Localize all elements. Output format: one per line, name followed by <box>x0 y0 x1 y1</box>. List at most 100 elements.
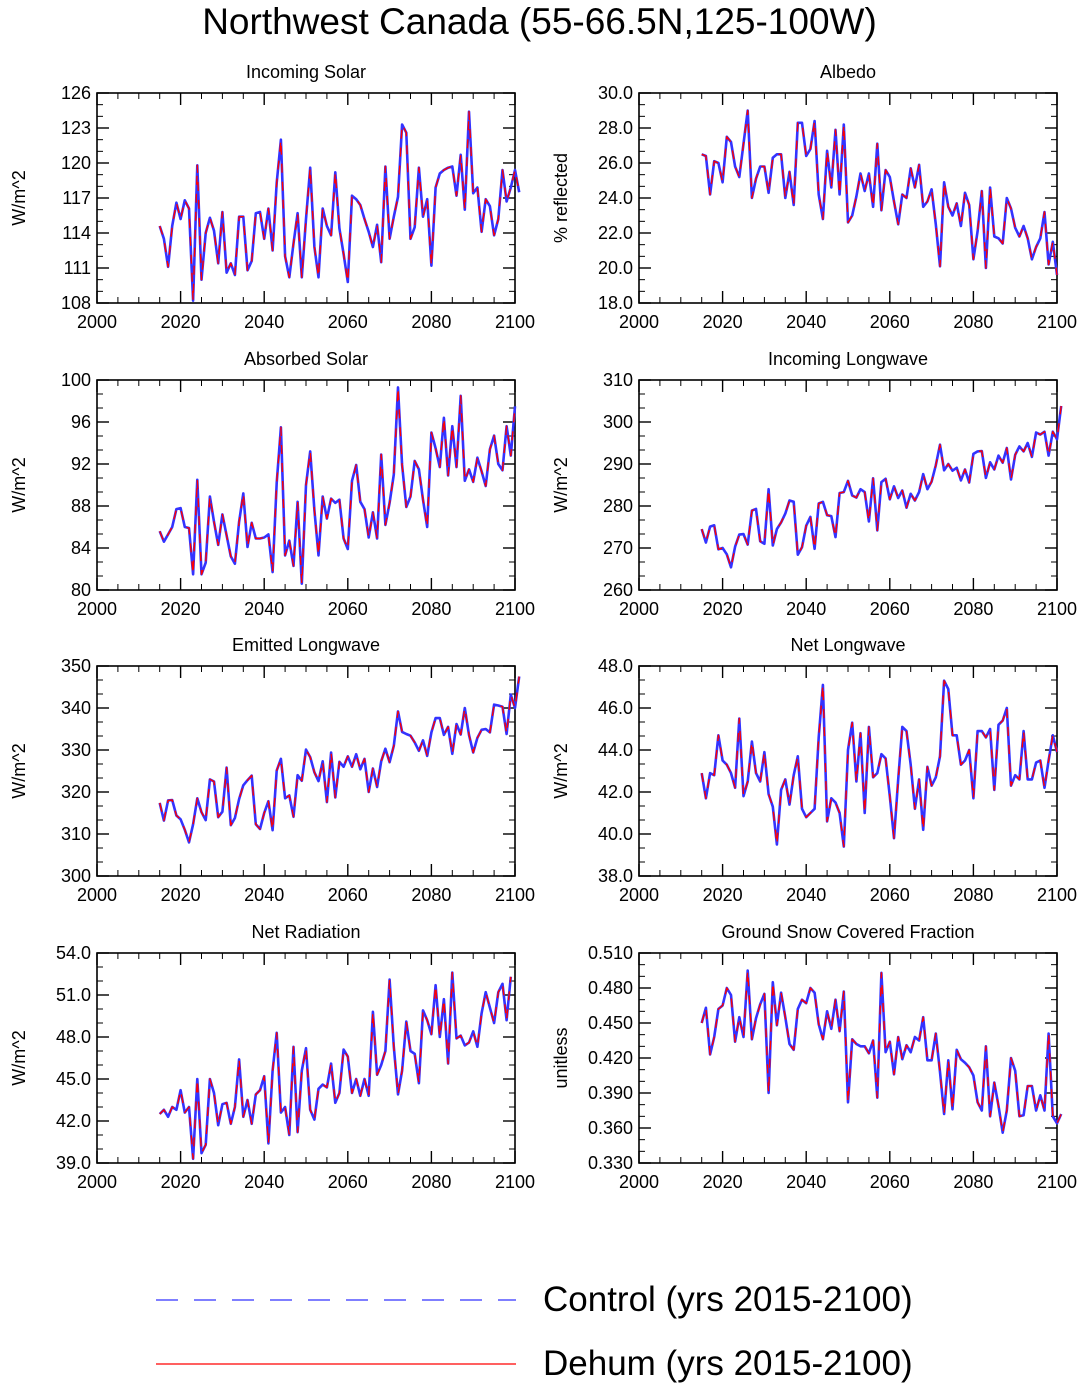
y-tick-label: 0.480 <box>588 978 633 998</box>
y-tick-label: 20.0 <box>598 258 633 278</box>
y-tick-label: 84 <box>71 538 91 558</box>
x-tick-label: 2060 <box>328 885 368 905</box>
y-axis-label: W/m^2 <box>9 743 29 798</box>
y-tick-label: 26.0 <box>598 153 633 173</box>
x-tick-label: 2100 <box>495 885 535 905</box>
x-tick-label: 2040 <box>786 312 826 332</box>
chart-panel-1: Incoming Solar W/m^2 108 111 114 117 120 123 126… <box>9 62 535 332</box>
x-tick-label: 2100 <box>495 1172 535 1192</box>
legend-label-dehum: Dehum (yrs 2015-2100) <box>543 1344 913 1383</box>
y-tick-label: 22.0 <box>598 223 633 243</box>
y-tick-label: 350 <box>61 656 91 676</box>
y-tick-label: 310 <box>603 370 633 390</box>
x-tick-label: 2080 <box>411 312 451 332</box>
y-tick-label: 40.0 <box>598 824 633 844</box>
x-tick-label: 2100 <box>495 312 535 332</box>
y-tick-label: 39.0 <box>56 1153 91 1173</box>
chart-panel-5: Emitted Longwave W/m^2 300 310 320 330 340 350 2… <box>9 635 535 905</box>
y-tick-label: 24.0 <box>598 188 633 208</box>
x-tick-label: 2000 <box>619 312 659 332</box>
x-tick-label: 2020 <box>161 885 201 905</box>
y-tick-label: 117 <box>62 188 91 208</box>
legend-swatches <box>156 1299 516 1365</box>
y-tick-label: 18.0 <box>598 293 633 313</box>
y-tick-label: 270 <box>603 538 633 558</box>
series-line-control <box>158 676 521 844</box>
y-tick-label: 0.360 <box>588 1118 633 1138</box>
y-axis-label: % reflected <box>551 153 571 243</box>
x-tick-label: 2100 <box>1037 599 1077 619</box>
y-tick-label: 46.0 <box>598 698 633 718</box>
y-tick-label: 42.0 <box>56 1111 91 1131</box>
x-tick-label: 2080 <box>953 1172 993 1192</box>
x-tick-label: 2100 <box>495 599 535 619</box>
y-tick-label: 126 <box>61 83 91 103</box>
y-tick-label: 96 <box>71 412 91 432</box>
legend: Control (yrs 2015-2100) Dehum (yrs 2015-… <box>0 1270 1079 1383</box>
x-tick-label: 2020 <box>703 312 743 332</box>
y-tick-label: 51.0 <box>56 985 91 1005</box>
series-line-dehum <box>701 680 1058 848</box>
y-tick-label: 0.510 <box>588 943 633 963</box>
y-axis-label: W/m^2 <box>9 170 29 225</box>
y-axis-label: W/m^2 <box>551 743 571 798</box>
y-tick-label: 45.0 <box>56 1069 91 1089</box>
series-line-control <box>158 386 517 586</box>
x-tick-label: 2060 <box>328 1172 368 1192</box>
y-tick-label: 123 <box>61 118 91 138</box>
y-tick-label: 114 <box>62 223 91 243</box>
x-tick-label: 2060 <box>870 599 910 619</box>
series-line-control <box>158 110 521 303</box>
x-tick-label: 2000 <box>77 312 117 332</box>
x-tick-label: 2000 <box>619 885 659 905</box>
y-tick-label: 0.450 <box>588 1013 633 1033</box>
series-line-dehum <box>701 969 1062 1134</box>
y-tick-label: 100 <box>61 370 91 390</box>
y-tick-label: 48.0 <box>56 1027 91 1047</box>
panel-title: Net Longwave <box>790 635 905 655</box>
x-tick-label: 2020 <box>703 885 743 905</box>
x-tick-label: 2080 <box>953 599 993 619</box>
x-tick-label: 2000 <box>77 1172 117 1192</box>
x-tick-label: 2040 <box>244 599 284 619</box>
y-tick-label: 88 <box>71 496 91 516</box>
series-line-dehum <box>159 386 516 585</box>
panel-title: Incoming Longwave <box>768 349 928 369</box>
chart-panel-3: Absorbed Solar W/m^2 80 84 88 92 96 100 2000 2020… <box>9 349 535 619</box>
x-tick-label: 2020 <box>161 1172 201 1192</box>
x-tick-label: 2040 <box>786 885 826 905</box>
y-tick-label: 28.0 <box>598 118 633 138</box>
panel-title: Ground Snow Covered Fraction <box>721 922 974 942</box>
chart-panel-8: Ground Snow Covered Fraction unitless 0.33… <box>551 922 1077 1192</box>
panel-title: Emitted Longwave <box>232 635 380 655</box>
series-line-dehum <box>159 971 512 1160</box>
y-tick-label: 92 <box>71 454 91 474</box>
x-tick-label: 2000 <box>77 885 117 905</box>
y-axis-label: W/m^2 <box>9 1030 29 1085</box>
chart-panel-2: Albedo % reflected 18.0 20.0 22.0 24.0 26.0 28.… <box>551 62 1077 332</box>
panel-title: Absorbed Solar <box>244 349 368 369</box>
series-line-control <box>158 971 513 1161</box>
y-tick-label: 0.420 <box>588 1048 633 1068</box>
plot-frame <box>638 952 1058 1164</box>
y-tick-label: 111 <box>64 258 91 278</box>
series-line-dehum <box>701 109 1058 276</box>
x-tick-label: 2080 <box>411 1172 451 1192</box>
x-tick-label: 2040 <box>244 1172 284 1192</box>
series-line-dehum <box>701 405 1062 568</box>
y-tick-label: 120 <box>61 153 91 173</box>
series-line-dehum <box>159 110 520 302</box>
y-axis-label: unitless <box>551 1027 571 1088</box>
x-tick-label: 2060 <box>870 885 910 905</box>
y-tick-label: 54.0 <box>56 943 91 963</box>
y-tick-label: 340 <box>61 698 91 718</box>
y-tick-label: 280 <box>603 496 633 516</box>
plot-frame <box>96 92 516 304</box>
x-tick-label: 2080 <box>411 885 451 905</box>
y-axis-label: W/m^2 <box>9 457 29 512</box>
x-tick-label: 2020 <box>703 599 743 619</box>
series-line-dehum <box>159 676 520 844</box>
x-tick-label: 2060 <box>328 599 368 619</box>
chart-panel-6: Net Longwave W/m^2 38.0 40.0 42.0 44.0 46.0 48.… <box>551 635 1077 905</box>
y-tick-label: 0.330 <box>588 1153 633 1173</box>
